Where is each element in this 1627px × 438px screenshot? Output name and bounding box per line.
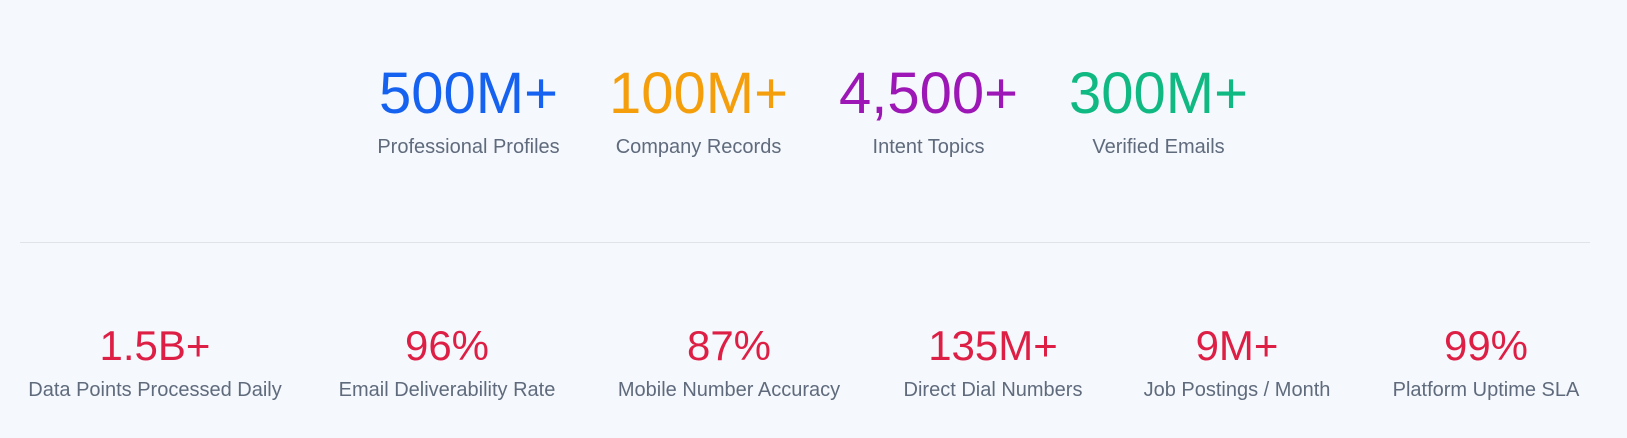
- stat-label: Intent Topics: [872, 136, 985, 158]
- stat-value: 9M+: [1195, 322, 1279, 369]
- stat-value: 100M+: [609, 61, 788, 126]
- stat-value: 300M+: [1069, 61, 1248, 126]
- stat-label: Company Records: [615, 136, 782, 158]
- stat-value: 1.5B+: [99, 322, 211, 369]
- stat-label: Mobile Number Accuracy: [617, 379, 841, 401]
- stat-verified-emails: 300M+ Verified Emails: [1044, 58, 1274, 160]
- stat-label: Platform Uptime SLA: [1392, 379, 1580, 401]
- stat-value: 4,500+: [838, 61, 1018, 126]
- stat-value: 135M+: [928, 322, 1058, 369]
- stat-value: 99%: [1443, 322, 1529, 369]
- stat-value: 87%: [686, 322, 772, 369]
- stat-value: 500M+: [379, 61, 558, 126]
- stat-intent-topics: 4,500+ Intent Topics: [814, 58, 1044, 160]
- stat-mobile-accuracy: 87% Mobile Number Accuracy: [594, 320, 864, 403]
- stat-label: Job Postings / Month: [1143, 379, 1331, 401]
- stat-uptime-sla: 99% Platform Uptime SLA: [1351, 320, 1621, 403]
- stat-label: Data Points Processed Daily: [28, 379, 282, 401]
- stat-company-records: 100M+ Company Records: [584, 58, 814, 160]
- stat-label: Verified Emails: [1092, 136, 1225, 158]
- stat-direct-dial: 135M+ Direct Dial Numbers: [858, 320, 1128, 403]
- stat-value: 96%: [404, 322, 490, 369]
- section-divider: [20, 242, 1590, 243]
- stat-label: Direct Dial Numbers: [903, 379, 1083, 401]
- stat-data-points: 1.5B+ Data Points Processed Daily: [20, 320, 290, 403]
- stat-job-postings: 9M+ Job Postings / Month: [1102, 320, 1372, 403]
- stat-label: Email Deliverability Rate: [338, 379, 556, 401]
- stat-email-deliverability: 96% Email Deliverability Rate: [312, 320, 582, 403]
- primary-stats-row: 500M+ Professional Profiles 100M+ Compan…: [0, 58, 1627, 160]
- stat-professional-profiles: 500M+ Professional Profiles: [354, 58, 584, 160]
- stat-label: Professional Profiles: [377, 136, 560, 158]
